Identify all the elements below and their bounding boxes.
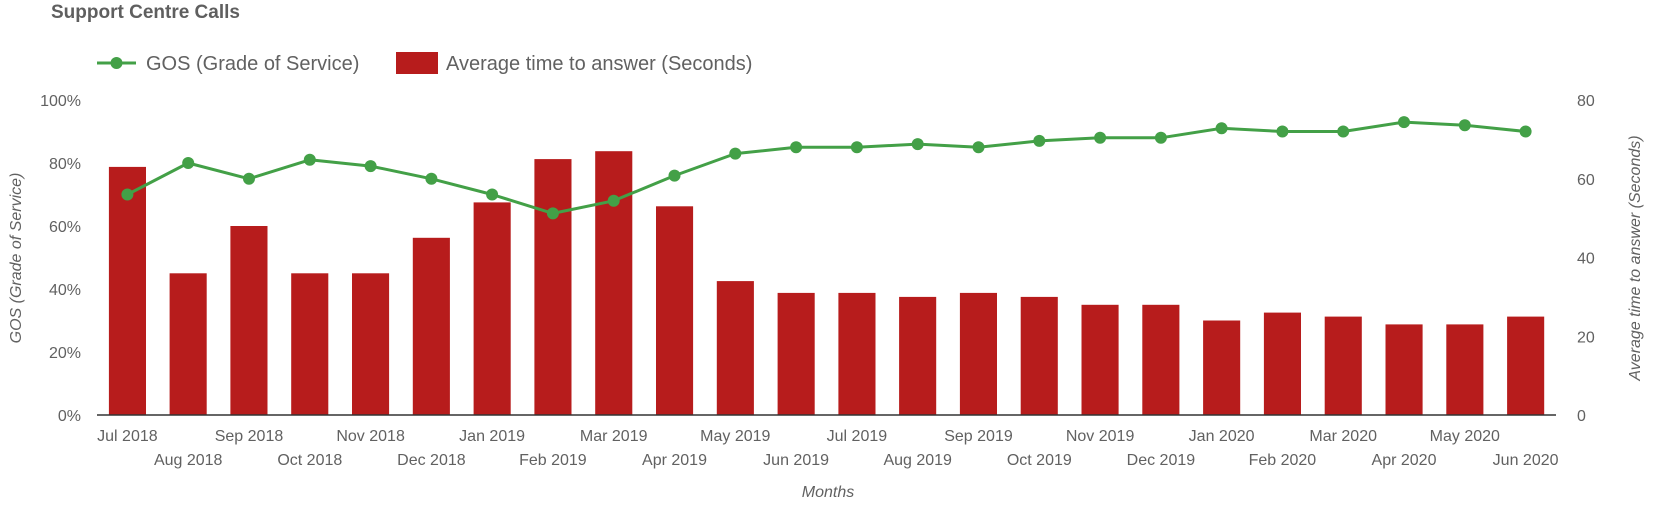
bar (1263, 312, 1301, 415)
bar (230, 226, 268, 415)
gos-point (911, 138, 924, 151)
x-tick-label: May 2020 (1430, 428, 1500, 445)
y-right-tick-label: 60 (1577, 172, 1595, 189)
gos-point (182, 157, 195, 169)
y-right-tick-label: 40 (1577, 251, 1595, 268)
bar (412, 237, 450, 415)
gos-point (303, 153, 316, 166)
y-right-axis-title: Average time to answer (Seconds) (1627, 135, 1644, 381)
bar (656, 206, 694, 415)
gos-point (1458, 119, 1471, 132)
bar (169, 273, 207, 416)
gos-point (790, 141, 803, 154)
bar (1324, 316, 1362, 415)
bar (1081, 304, 1119, 416)
bar (959, 292, 997, 415)
bar (899, 296, 937, 415)
y-left-tick-label: 0% (58, 408, 81, 425)
y-left-tick-label: 60% (49, 219, 81, 236)
gos-point (121, 188, 134, 201)
gos-point (486, 188, 499, 201)
gos-point (1337, 125, 1350, 138)
x-tick-label: Aug 2019 (883, 452, 952, 469)
gos-point (546, 207, 559, 220)
x-tick-label: Jun 2020 (1493, 452, 1559, 469)
y-right-tick-label: 80 (1577, 93, 1595, 110)
gos-point (243, 172, 255, 185)
gos-point (1519, 125, 1532, 138)
bar (595, 151, 633, 415)
x-tick-label: Apr 2020 (1372, 452, 1437, 469)
x-tick-label: Aug 2018 (154, 452, 223, 469)
y-left-axis-title: GOS (Grade of Service) (8, 173, 25, 344)
gos-point (425, 172, 438, 185)
bar (1142, 304, 1180, 416)
gos-point (1398, 116, 1410, 129)
y-left-tick-label: 80% (49, 156, 81, 173)
legend-label-avg-time: Average time to answer (Seconds) (446, 53, 752, 75)
legend-label-gos: GOS (Grade of Service) (146, 53, 359, 75)
bar (716, 281, 754, 415)
chart-title: Support Centre Calls (51, 2, 240, 23)
bar (1203, 320, 1241, 415)
x-tick-label: Jul 2019 (827, 428, 888, 445)
x-tick-label: Oct 2018 (277, 452, 342, 469)
y-left-tick-label: 100% (40, 93, 81, 110)
x-tick-label: Oct 2019 (1007, 452, 1072, 469)
y-left-tick-label: 40% (49, 282, 81, 299)
gos-point (1154, 131, 1167, 144)
gos-series-line (126, 120, 1526, 215)
bar (777, 292, 815, 415)
x-tick-label: Feb 2020 (1249, 452, 1317, 469)
x-tick-label: Nov 2018 (336, 428, 405, 445)
x-tick-label: Mar 2019 (580, 428, 648, 445)
gos-point (1094, 131, 1107, 144)
bar (1020, 296, 1058, 415)
x-tick-label: Dec 2019 (1127, 452, 1196, 469)
gos-point (1033, 134, 1046, 147)
gos-point (850, 141, 863, 154)
x-tick-label: Sep 2019 (944, 428, 1013, 445)
x-tick-label: Jan 2020 (1189, 428, 1255, 445)
legend-line-dot (110, 57, 123, 69)
gos-point (364, 160, 377, 173)
bar (473, 202, 511, 415)
gos-point (729, 147, 742, 160)
bar (352, 273, 390, 416)
x-tick-label: Feb 2019 (519, 452, 587, 469)
gos-point (1276, 125, 1289, 138)
bar (291, 273, 329, 416)
x-tick-label: Jun 2019 (763, 452, 829, 469)
bar (1385, 324, 1423, 415)
y-left-tick-label: 20% (49, 345, 81, 362)
bar (838, 292, 876, 415)
y-right-tick-label: 20 (1577, 329, 1595, 346)
x-tick-label: May 2019 (700, 428, 770, 445)
gos-point (1215, 122, 1228, 135)
y-right-tick-label: 0 (1577, 408, 1586, 425)
bar (1507, 316, 1545, 415)
gos-point (607, 194, 620, 207)
x-axis-title: Months (802, 484, 854, 501)
legend-bar-swatch (396, 52, 438, 74)
x-tick-label: Mar 2020 (1309, 428, 1377, 445)
x-tick-label: Apr 2019 (642, 452, 707, 469)
x-tick-label: Nov 2019 (1066, 428, 1135, 445)
x-tick-label: Sep 2018 (215, 428, 284, 445)
bar (108, 166, 146, 415)
gos-point (668, 169, 681, 182)
bar (534, 159, 572, 415)
bar (1446, 324, 1484, 415)
gos-point (972, 141, 985, 154)
x-tick-label: Jul 2018 (97, 428, 158, 445)
x-tick-label: Dec 2018 (397, 452, 466, 469)
x-tick-label: Jan 2019 (459, 428, 525, 445)
